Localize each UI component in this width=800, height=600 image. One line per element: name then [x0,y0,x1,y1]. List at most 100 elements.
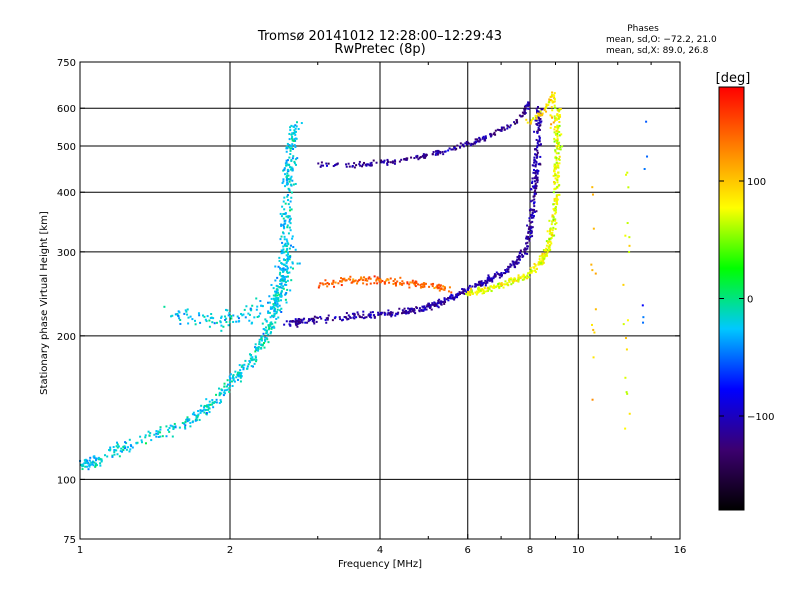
echo-point [198,314,201,317]
echo-point [558,124,561,127]
echo-point [528,226,531,229]
echo-point [555,145,558,148]
echo-point [436,149,439,152]
echo-point [442,285,445,288]
echo-point [290,124,293,127]
echo-point [184,426,187,429]
echo-point [322,164,325,167]
echo-point [500,271,503,274]
echo-point [528,227,531,230]
echo-point [243,363,246,366]
echo-point [273,326,276,329]
echo-point [555,129,558,132]
x-axis-ticks: 1 2 4 6 8 10 16 [77,62,686,556]
echo-point [347,162,350,165]
echo-point [241,364,244,367]
echo-point [624,337,627,340]
echo-point [468,284,471,287]
echo-point [447,296,450,299]
echo-point [267,341,270,344]
echo-point [539,144,542,147]
echo-point [553,199,556,202]
echo-point [528,107,531,110]
echo-point [196,414,199,417]
echo-point [413,309,416,312]
echo-point [526,277,529,280]
echo-point [496,128,499,131]
echo-point [281,262,284,265]
echo-point [519,249,522,252]
echo-point [537,110,540,113]
echo-point [394,282,397,285]
echo-point [179,322,182,325]
echo-point [289,324,292,327]
echo-point [531,199,534,202]
echo-point [272,287,275,290]
echo-point [591,193,594,196]
echo-point [292,147,295,150]
echo-point [365,283,368,286]
echo-point [537,128,540,131]
echo-point [427,302,430,305]
echo-point [550,95,553,98]
echo-point [325,164,328,167]
echo-point [527,228,530,231]
echo-point [94,465,97,468]
echo-point [507,279,510,282]
y-tick-label: 100 [57,475,76,486]
echo-point [434,153,437,156]
echo-point [539,121,542,124]
echo-point [646,155,649,158]
echo-point [514,261,517,264]
echo-point [289,200,292,203]
echo-point [274,302,277,305]
echo-point [386,158,389,161]
echo-point [232,377,235,380]
echo-point [243,308,246,311]
echo-point [481,284,484,287]
echo-point [99,458,102,461]
echo-point [369,282,372,285]
echo-point [555,201,558,204]
echo-point [312,320,315,323]
echo-point [431,285,434,288]
echo-point [135,442,138,445]
echo-point [289,222,292,225]
echo-point [484,139,487,142]
echo-point [527,231,530,234]
echo-point [558,130,561,133]
echo-point [558,114,561,117]
echo-point [292,320,295,323]
echo-point [280,307,283,310]
echo-point [536,172,539,175]
echo-point [285,178,288,181]
echo-point [280,252,283,255]
echo-point [248,353,251,356]
echo-point [534,119,537,122]
echo-point [293,160,296,163]
echo-point [515,260,518,263]
echo-point [624,234,627,237]
echo-point [286,265,289,268]
echo-point [219,399,222,402]
echo-point [480,284,483,287]
echo-point [339,318,342,321]
echo-point [487,274,490,277]
echo-point [247,312,250,315]
echo-point [276,285,279,288]
echo-point [169,424,172,427]
echo-point [265,337,268,340]
echo-point [203,406,206,409]
echo-point [549,248,552,251]
echo-point [557,152,560,155]
echo-point [517,278,520,281]
echo-point [335,163,338,166]
echo-point [283,220,286,223]
echo-point [279,279,282,282]
echo-point [286,159,289,162]
echo-point [289,183,292,186]
echo-point [401,280,404,283]
echo-point [123,447,126,450]
echo-point [285,159,288,162]
echo-point [255,348,258,351]
